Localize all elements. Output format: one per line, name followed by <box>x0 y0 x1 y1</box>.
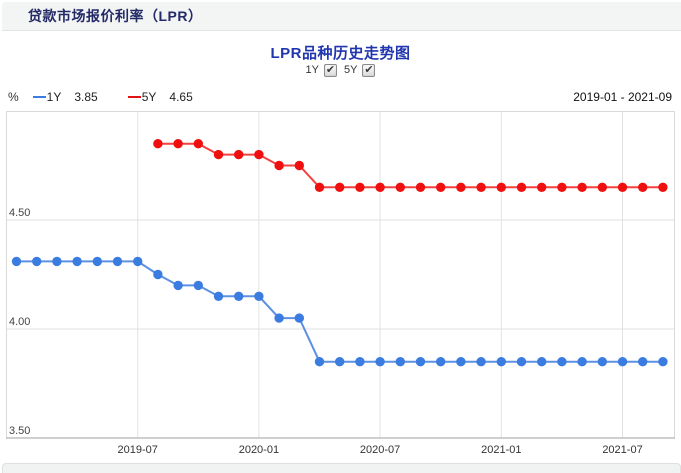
legend-value-1y: 3.85 <box>74 89 98 104</box>
date-range: 2019-01 - 2021-09 <box>573 89 672 104</box>
toggle-1y: 1Y ✔ <box>305 63 337 77</box>
chart-plot-area: 4.50 4.00 3.50 2019-07 2020-01 2020-07 2021-01… <box>6 111 675 456</box>
toggle-5y: 5Y ✔ <box>344 63 376 77</box>
toggle-5y-checkbox[interactable]: ✔ <box>362 63 376 77</box>
svg-text:2021-01: 2021-01 <box>481 444 521 456</box>
svg-text:2020-07: 2020-07 <box>360 444 400 456</box>
legend-dash-1y-icon <box>32 95 46 98</box>
svg-text:2021-07: 2021-07 <box>602 444 642 456</box>
legend-dash-5y-icon <box>127 95 141 98</box>
legend-item-1y: 1Y 3.85 <box>32 89 98 104</box>
legend-row: % 1Y 3.85 5Y 4.65 2019-01 - 2021-09 <box>8 89 672 104</box>
legend-label-5y: 5Y <box>141 89 157 104</box>
page-title: 贷款市场报价利率（LPR） <box>28 8 203 24</box>
toggle-5y-label: 5Y <box>344 64 358 76</box>
lpr-trend-chart: 4.50 4.00 3.50 2019-07 2020-01 2020-07 2021-01… <box>6 111 675 463</box>
svg-text:4.50: 4.50 <box>9 207 30 219</box>
legend-value-5y: 4.65 <box>169 89 193 104</box>
toggle-1y-label: 1Y <box>305 64 319 76</box>
legend-item-5y: 5Y 4.65 <box>127 89 193 104</box>
y-axis-unit: % <box>8 89 19 104</box>
legend-label-1y: 1Y <box>46 89 62 104</box>
section-header-bar: 贷款市场报价利率（LPR） <box>2 2 681 31</box>
svg-text:2019-07: 2019-07 <box>118 444 158 456</box>
chart-title: LPR品种历史走势图 <box>270 45 411 62</box>
svg-text:4.00: 4.00 <box>9 316 30 328</box>
series-toggles: 1Y ✔ 5Y ✔ <box>0 62 681 78</box>
svg-text:2020-01: 2020-01 <box>239 444 279 456</box>
svg-text:3.50: 3.50 <box>9 425 30 437</box>
toggle-1y-checkbox[interactable]: ✔ <box>324 63 337 77</box>
next-section-bar <box>2 463 681 473</box>
